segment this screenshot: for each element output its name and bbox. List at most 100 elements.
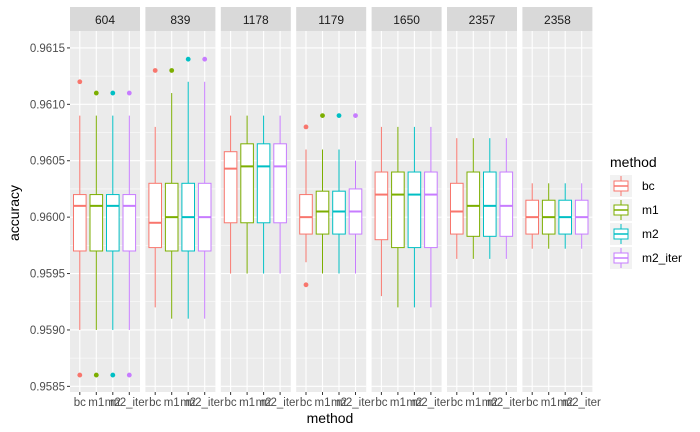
x-tick-label: m1 — [164, 397, 180, 409]
box-m2 — [181, 56, 195, 319]
box-m1 — [89, 90, 104, 378]
x-tick-label: bc — [526, 397, 538, 409]
legend-title: method — [610, 154, 657, 170]
facet-strip — [145, 7, 216, 31]
legend-key-bc: bc — [610, 175, 655, 197]
facet-strip — [522, 7, 593, 31]
box-bc — [148, 68, 162, 308]
facet-strip — [447, 7, 517, 31]
facet-strip-label: 1650 — [393, 13, 420, 27]
facet-strip-label: 1179 — [318, 13, 344, 27]
box-iqr — [424, 171, 438, 249]
x-tick-label: bc — [300, 397, 312, 409]
box-m2_iter — [574, 183, 589, 249]
box-m2 — [332, 113, 346, 274]
y-tick-label: 0.9590 — [30, 325, 65, 337]
y-axis: 0.9585 0.9590 0.9595 0.9600 0.9605 0.9610 0.96… — [30, 43, 70, 393]
box-iqr — [273, 143, 287, 224]
x-tick-label: m2_iter — [412, 397, 451, 409]
box-m2 — [407, 126, 422, 308]
x-tick-label: m1 — [315, 397, 331, 409]
outlier-point — [185, 56, 191, 62]
box-m1 — [164, 68, 179, 319]
box-m2 — [483, 138, 497, 259]
box-iqr — [122, 194, 137, 252]
x-tick-label: m2 — [331, 397, 347, 409]
box-m2_iter — [122, 90, 137, 378]
x-tick-label: m2_iter — [563, 397, 602, 409]
box-m2 — [106, 90, 120, 378]
legend-key-m2: m2 — [610, 223, 659, 245]
x-tick-label: m1 — [239, 397, 255, 409]
box-bc — [450, 138, 464, 259]
x-tick-label: m2_iter — [261, 397, 300, 409]
outlier-point — [202, 56, 208, 62]
x-tick-label: m2_iter — [110, 397, 149, 409]
y-tick-label: 0.9605 — [30, 156, 65, 168]
box-m2_iter — [273, 115, 287, 274]
y-axis-title: accuracy — [6, 185, 22, 241]
y-tick-label: 0.9615 — [30, 43, 65, 55]
box-m2_iter — [197, 56, 212, 319]
box-m1 — [240, 115, 254, 274]
legend-label: m2 — [642, 227, 659, 241]
outlier-point — [93, 90, 99, 96]
outlier-point — [169, 68, 175, 73]
box-bc — [299, 124, 313, 288]
box-bc — [525, 183, 540, 249]
y-tick-label: 0.9585 — [30, 381, 65, 393]
x-tick-label: m1 — [541, 397, 557, 409]
x-tick-label: bc — [149, 397, 161, 409]
box-iqr — [223, 151, 238, 224]
box-iqr — [450, 182, 464, 235]
box-iqr — [391, 171, 405, 249]
x-axis-title: method — [307, 410, 354, 426]
box-iqr — [315, 190, 330, 235]
outlier-point — [303, 282, 309, 288]
box-iqr — [332, 190, 346, 235]
box-m1 — [466, 138, 481, 259]
x-tick-label: m2_iter — [336, 397, 375, 409]
facet-strip-label: 2357 — [469, 13, 496, 27]
outlier-point — [152, 68, 158, 73]
box-iqr — [299, 194, 313, 235]
facet-strip — [220, 7, 291, 31]
outlier-point — [126, 90, 132, 96]
box-iqr — [499, 171, 514, 237]
legend-key-m1: m1 — [610, 199, 659, 221]
box-iqr — [89, 194, 104, 252]
outlier-point — [110, 372, 116, 378]
x-tick-label: m1 — [390, 397, 406, 409]
outlier-point — [93, 372, 99, 378]
facet-strip — [70, 7, 140, 31]
facet-strip-label: 2358 — [544, 13, 571, 27]
x-tick-label: m2 — [105, 397, 121, 409]
outlier-point — [336, 113, 342, 119]
x-tick-label: m1 — [465, 397, 481, 409]
box-iqr — [106, 194, 120, 252]
box-iqr — [148, 182, 162, 249]
legend-key-m2_iter: m2_iter — [610, 247, 682, 269]
box-bc — [73, 79, 87, 378]
box-m1 — [315, 113, 330, 274]
box-m1 — [541, 183, 556, 249]
box-iqr — [407, 171, 422, 249]
x-tick-label: m2 — [557, 397, 573, 409]
x-tick-label: m2 — [180, 397, 196, 409]
box-m2_iter — [499, 138, 514, 259]
box-bc — [223, 115, 238, 274]
box-m1 — [391, 126, 405, 308]
y-tick-label: 0.9610 — [30, 99, 65, 111]
outlier-point — [303, 124, 309, 130]
x-tick-label: m2 — [256, 397, 272, 409]
box-iqr — [483, 171, 497, 237]
box-iqr — [240, 143, 254, 224]
box-m2_iter — [348, 113, 363, 274]
y-tick-label: 0.9595 — [30, 269, 65, 281]
facet-strip — [296, 7, 367, 31]
